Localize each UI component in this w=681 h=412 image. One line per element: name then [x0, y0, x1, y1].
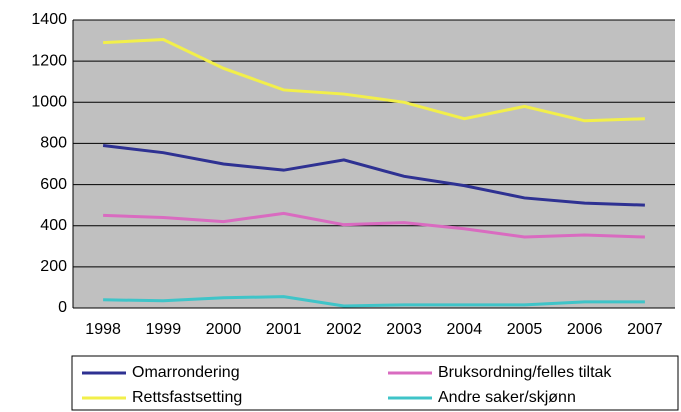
x-tick-label: 2003	[386, 321, 422, 338]
y-tick-label: 800	[40, 135, 67, 152]
x-tick-label: 1998	[85, 321, 121, 338]
y-tick-label: 600	[40, 176, 67, 193]
y-tick-label: 1400	[31, 11, 67, 28]
legend-label: Bruksordning/felles tiltak	[438, 364, 612, 381]
series-line	[102, 143, 645, 207]
x-tick-label: 2005	[507, 321, 543, 338]
plot-area	[73, 20, 675, 308]
legend-box	[71, 355, 679, 411]
legend-label: Rettsfastsetting	[132, 389, 242, 406]
y-tick-label: 400	[40, 217, 67, 234]
y-tick-label: 1200	[31, 52, 67, 69]
x-tick-label: 2000	[206, 321, 242, 338]
x-tick-label: 2004	[447, 321, 483, 338]
legend-label: Andre saker/skjønn	[438, 389, 576, 406]
x-tick-label: 2007	[627, 321, 663, 338]
x-tick-label: 2006	[567, 321, 603, 338]
y-tick-label: 1000	[31, 94, 67, 111]
x-tick-label: 2001	[266, 321, 302, 338]
series-line	[103, 295, 645, 308]
y-tick-label: 200	[40, 258, 67, 275]
x-tick-label: 2002	[326, 321, 362, 338]
series-line	[103, 38, 645, 123]
x-tick-label: 1999	[146, 321, 182, 338]
y-tick-label: 0	[58, 299, 67, 316]
series-line	[103, 211, 645, 239]
legend-label: Omarrondering	[132, 364, 240, 381]
